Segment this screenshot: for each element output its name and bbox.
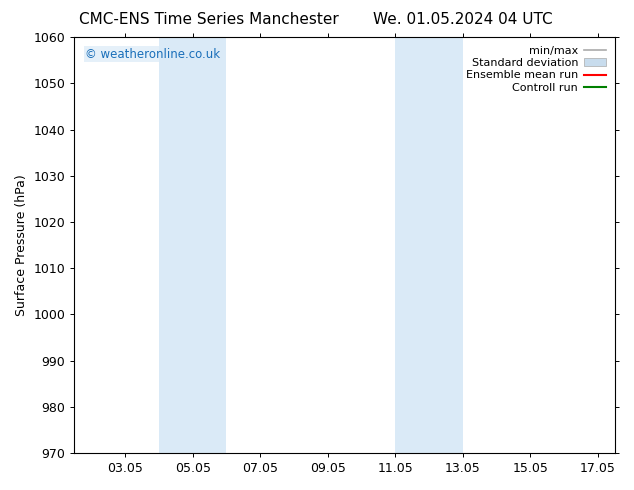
- Bar: [159, 37, 226, 453]
- Y-axis label: Surface Pressure (hPa): Surface Pressure (hPa): [15, 174, 28, 316]
- Text: CMC-ENS Time Series Manchester: CMC-ENS Time Series Manchester: [79, 12, 339, 27]
- Bar: [396, 37, 463, 453]
- Text: © weatheronline.co.uk: © weatheronline.co.uk: [85, 48, 221, 61]
- Legend: min/max, Standard deviation, Ensemble mean run, Controll run: min/max, Standard deviation, Ensemble me…: [463, 43, 609, 96]
- Text: We. 01.05.2024 04 UTC: We. 01.05.2024 04 UTC: [373, 12, 553, 27]
